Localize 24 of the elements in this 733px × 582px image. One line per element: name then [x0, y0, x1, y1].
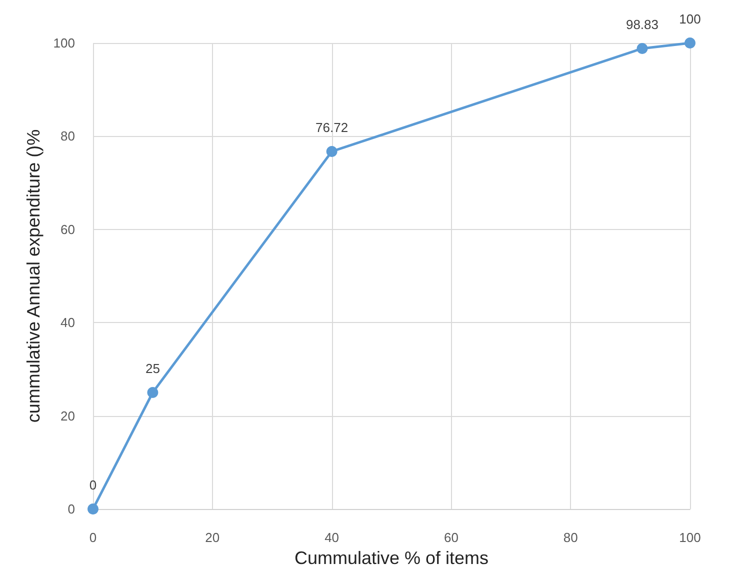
x-tick-label: 100 — [679, 530, 701, 545]
x-tick-label: 20 — [205, 530, 220, 545]
point — [684, 38, 696, 48]
y-tick-label: 100 — [53, 36, 75, 50]
data-label: 0 — [89, 478, 97, 492]
data-label: 98.83 — [626, 16, 659, 32]
data-label: 76.72 — [316, 120, 348, 135]
y-tick-label: 80 — [60, 128, 75, 144]
point — [88, 504, 98, 514]
point — [326, 146, 338, 157]
y-tick-label: 0 — [68, 502, 75, 516]
x-tick-label: 40 — [324, 530, 340, 545]
y-axis-title: cummulative Annual expenditure ()% — [23, 129, 44, 423]
point — [147, 387, 158, 398]
y-tick-label: 60 — [60, 222, 75, 237]
x-axis-title: Cummulative % of items — [294, 548, 489, 568]
x-tick-label: 60 — [444, 530, 458, 545]
y-tick-label: 40 — [60, 315, 75, 330]
point — [636, 42, 648, 54]
x-tick-label: 80 — [563, 530, 578, 545]
x-tick-label: 0 — [89, 530, 97, 545]
data-label: 25 — [145, 361, 160, 376]
data-label: 100 — [679, 12, 701, 26]
y-tick-label: 20 — [60, 408, 75, 424]
